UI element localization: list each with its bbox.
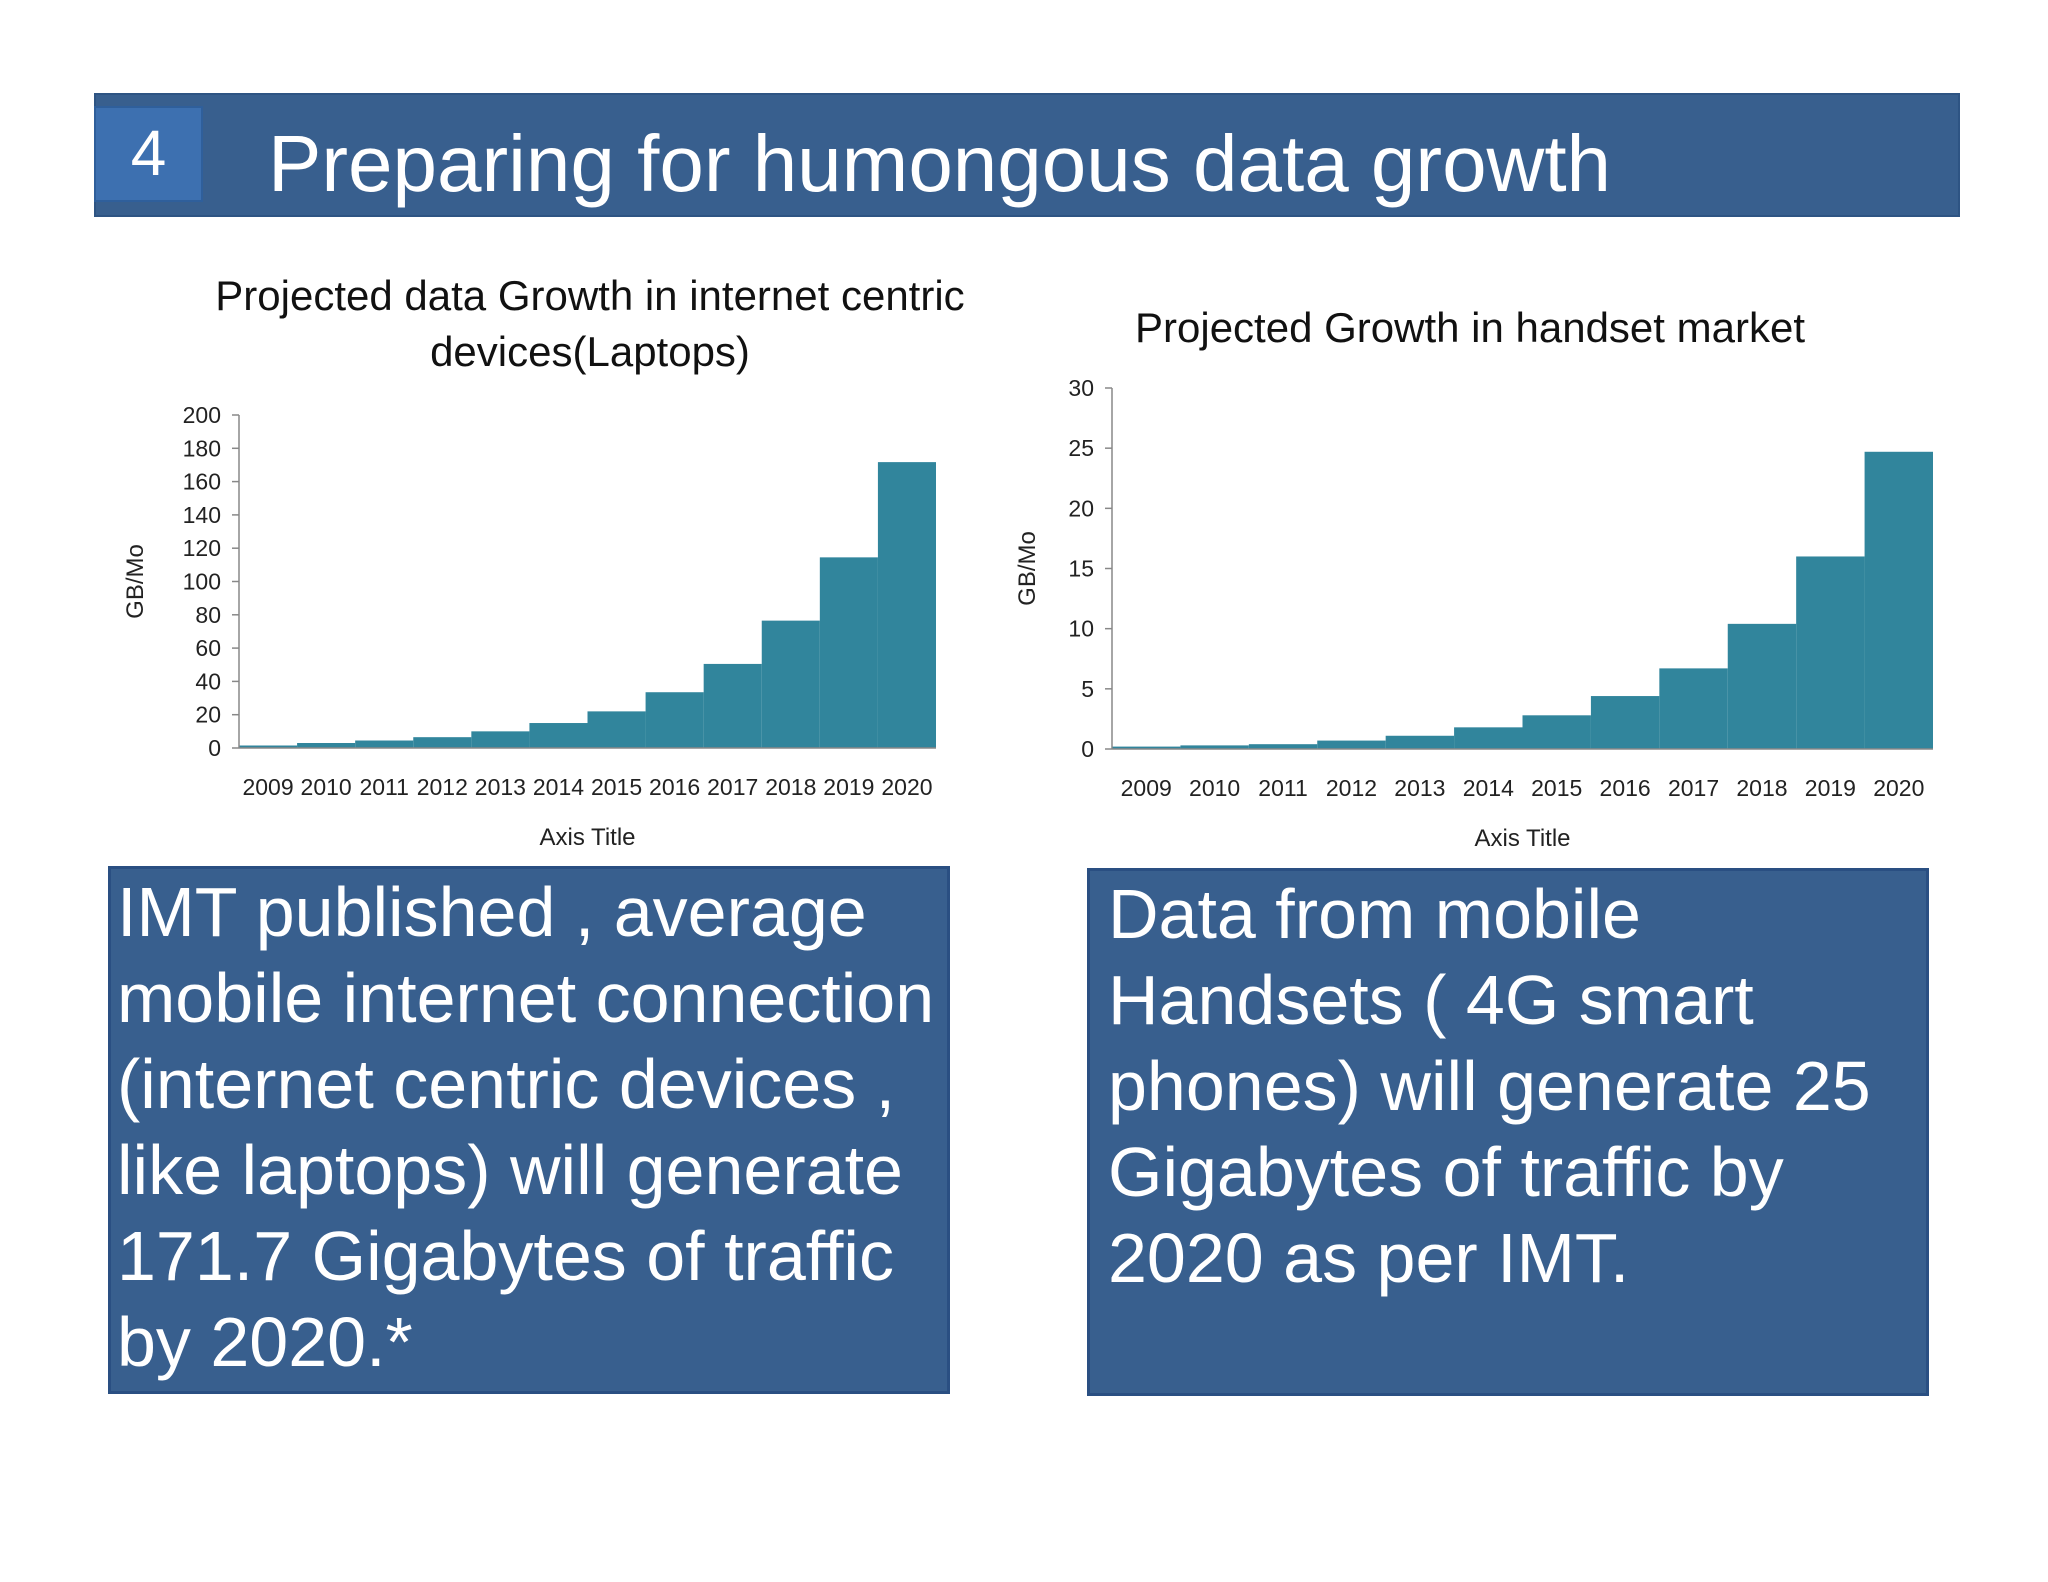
y-axis-title: GB/Mo bbox=[1014, 531, 1041, 606]
chart-handsets: 0 5 10 15 20 25 30 2009 2010 2011 2012 2013 2014 2015… bbox=[1014, 375, 1933, 852]
bar-2009 bbox=[1112, 746, 1181, 749]
bar-2017 bbox=[1659, 668, 1728, 749]
x-tick-label: 2013 bbox=[475, 774, 526, 800]
x-tick-label: 2019 bbox=[823, 774, 874, 800]
bar-2011 bbox=[355, 740, 414, 748]
y-tick-label: 40 bbox=[195, 668, 221, 694]
y-tick-label: 120 bbox=[183, 535, 221, 561]
x-tick-label: 2016 bbox=[1600, 775, 1651, 801]
y-tick-label: 100 bbox=[183, 569, 221, 595]
x-tick-label: 2014 bbox=[533, 774, 584, 800]
y-tick-label: 25 bbox=[1068, 435, 1094, 461]
y-tick-label: 10 bbox=[1068, 616, 1094, 642]
bar-2011 bbox=[1248, 744, 1318, 749]
slide-title: Preparing for humongous data growth bbox=[268, 119, 1612, 208]
bar-2009 bbox=[239, 745, 298, 748]
bar-2013 bbox=[1385, 735, 1455, 749]
bar-2013 bbox=[471, 731, 530, 748]
x-tick-label: 2010 bbox=[1189, 775, 1240, 801]
x-tick-label: 2009 bbox=[242, 774, 293, 800]
x-tick-label: 2015 bbox=[591, 774, 642, 800]
x-axis-title: Axis Title bbox=[1474, 825, 1570, 852]
bar-2016 bbox=[645, 692, 704, 748]
y-tick-label: 60 bbox=[195, 635, 221, 661]
bar-2018 bbox=[761, 620, 820, 748]
y-tick-label: 5 bbox=[1081, 676, 1094, 702]
x-tick-label: 2016 bbox=[649, 774, 700, 800]
callout-handsets: Data from mobile Handsets ( 4G smart pho… bbox=[1087, 868, 1929, 1396]
x-tick-label: 2011 bbox=[359, 774, 408, 800]
x-tick-label: 2020 bbox=[881, 774, 932, 800]
y-tick-label: 30 bbox=[1068, 375, 1094, 401]
bar-2012 bbox=[1317, 740, 1386, 749]
x-tick-label: 2018 bbox=[1736, 775, 1787, 801]
bar-2019 bbox=[1796, 556, 1865, 749]
y-axis-title: GB/Mo bbox=[122, 544, 149, 619]
bar-2020 bbox=[877, 462, 936, 748]
bar-2018 bbox=[1727, 623, 1797, 749]
bar-2017 bbox=[703, 663, 762, 748]
y-tick-label: 15 bbox=[1068, 556, 1094, 582]
y-tick-label: 180 bbox=[183, 435, 221, 461]
callout-laptops: IMT published , average mobile internet … bbox=[108, 866, 950, 1394]
x-tick-label: 2010 bbox=[301, 774, 352, 800]
x-tick-label: 2017 bbox=[1668, 775, 1719, 801]
bar-2015 bbox=[1522, 715, 1591, 749]
x-tick-label: 2019 bbox=[1805, 775, 1856, 801]
bar-2019 bbox=[819, 557, 878, 748]
bar-2010 bbox=[297, 743, 356, 748]
y-tick-label: 140 bbox=[183, 502, 221, 528]
chart-title-handsets: Projected Growth in handset market bbox=[1135, 304, 1805, 351]
y-tick-label: 160 bbox=[183, 469, 221, 495]
x-tick-label: 2012 bbox=[1326, 775, 1377, 801]
bar-2014 bbox=[529, 723, 588, 748]
x-tick-label: 2018 bbox=[765, 774, 816, 800]
chart-laptops: 0 20 40 60 80 100 120 140 160 180 200 2009 2010 2011 2… bbox=[122, 402, 936, 851]
bar-2020 bbox=[1864, 451, 1933, 749]
x-tick-label: 2012 bbox=[417, 774, 468, 800]
bar-2010 bbox=[1180, 745, 1249, 749]
x-tick-label: 2013 bbox=[1394, 775, 1445, 801]
slide-number: 4 bbox=[94, 106, 203, 202]
y-tick-label: 20 bbox=[1068, 495, 1094, 521]
y-tick-label: 200 bbox=[183, 402, 221, 428]
header-bar bbox=[94, 93, 1960, 217]
x-tick-label: 2014 bbox=[1463, 775, 1514, 801]
y-tick-label: 0 bbox=[1081, 736, 1094, 762]
y-tick-label: 20 bbox=[195, 702, 221, 728]
x-tick-label: 2015 bbox=[1531, 775, 1582, 801]
y-tick-label: 80 bbox=[195, 602, 221, 628]
bar-2015 bbox=[587, 711, 646, 748]
chart-title-laptops: Projected data Growth in internet centri… bbox=[215, 272, 965, 375]
x-axis-title: Axis Title bbox=[539, 824, 635, 851]
y-tick-label: 0 bbox=[208, 735, 221, 761]
x-tick-label: 2020 bbox=[1873, 775, 1924, 801]
x-tick-label: 2017 bbox=[707, 774, 758, 800]
x-tick-label: 2009 bbox=[1121, 775, 1172, 801]
bar-2016 bbox=[1590, 696, 1660, 749]
bar-2012 bbox=[413, 737, 472, 748]
bar-2014 bbox=[1454, 727, 1523, 749]
x-tick-label: 2011 bbox=[1258, 775, 1307, 801]
